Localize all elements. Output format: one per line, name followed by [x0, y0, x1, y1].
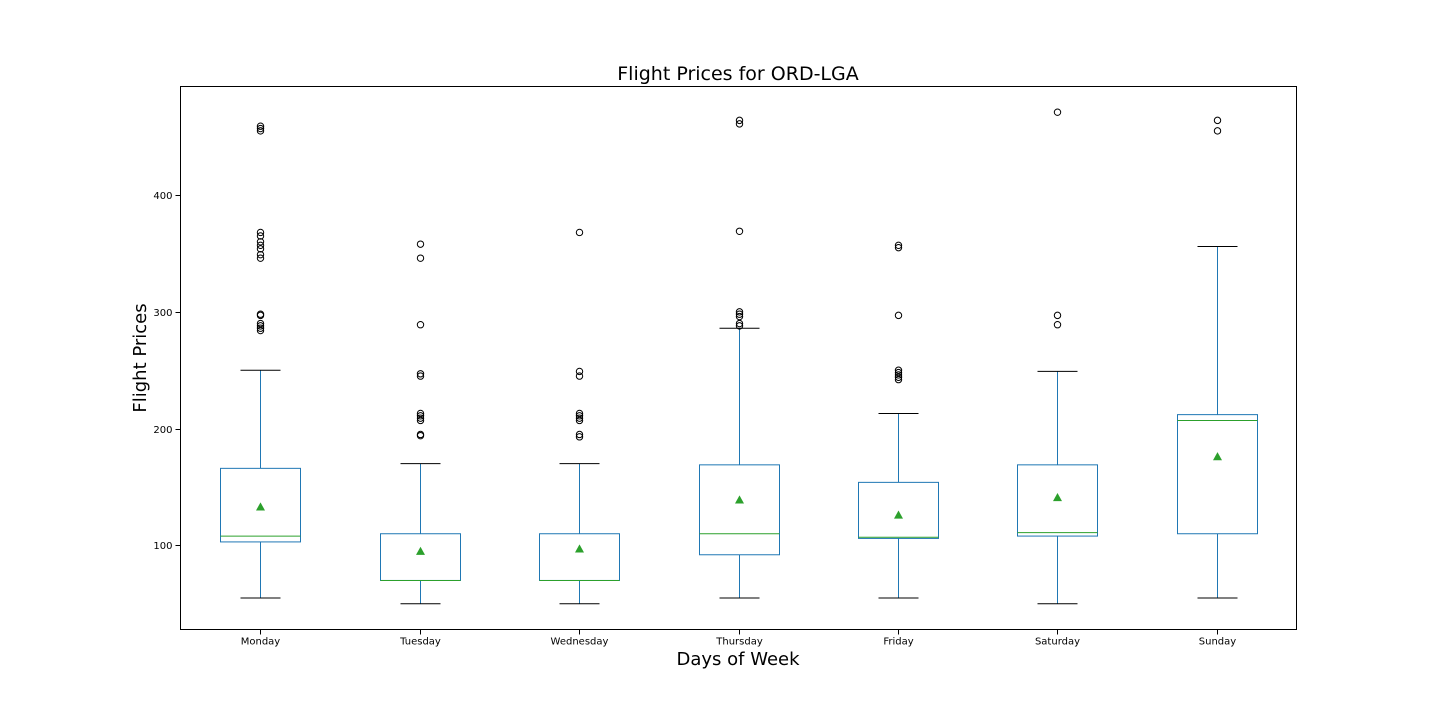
x-tick-label: Wednesday	[551, 637, 609, 648]
outlier-point	[416, 412, 425, 420]
outlier-point	[575, 433, 584, 441]
box-group-wednesday	[539, 228, 620, 605]
y-tick-label: 400	[153, 191, 172, 202]
outlier-point	[1213, 127, 1222, 135]
y-tick-label: 100	[153, 541, 172, 552]
outlier-point	[575, 409, 584, 418]
iqr-box	[220, 467, 301, 543]
outlier-point	[735, 116, 744, 125]
outlier-point	[575, 416, 584, 425]
outlier-point	[575, 430, 584, 439]
outlier-point	[894, 375, 903, 384]
outlier-point	[256, 322, 265, 330]
outlier-point	[256, 326, 265, 335]
y-axis-label: Flight Prices	[130, 303, 151, 412]
x-tick-label: Thursday	[715, 637, 763, 648]
outlier-point	[894, 368, 903, 377]
y-tick-label: 300	[153, 308, 172, 319]
mean-marker	[256, 502, 265, 511]
outlier-point	[256, 127, 265, 135]
outlier-point	[894, 241, 903, 250]
outlier-point	[256, 232, 265, 240]
iqr-box	[1177, 414, 1258, 535]
iqr-box	[380, 533, 461, 581]
box-group-sunday	[1177, 116, 1258, 599]
outlier-point	[575, 367, 584, 376]
outlier-point	[416, 372, 425, 380]
x-axis-label: Days of Week	[676, 649, 800, 670]
mean-marker	[575, 544, 584, 553]
x-axis: Monday Tuesday Wednesday Thursday Friday Satu…	[241, 629, 1236, 648]
outlier-point	[256, 238, 265, 246]
outlier-point	[894, 371, 903, 379]
outlier-point	[894, 373, 903, 381]
outlier-point	[1053, 108, 1062, 116]
outlier-point	[1053, 311, 1062, 320]
outlier-point	[416, 321, 425, 329]
box-group-thursday	[699, 116, 780, 599]
mean-marker	[416, 546, 425, 555]
outlier-point	[416, 414, 425, 422]
outlier-point	[1213, 116, 1222, 125]
outlier-point	[256, 324, 265, 332]
mean-marker	[1053, 493, 1062, 502]
iqr-box	[858, 481, 939, 539]
plot-frame	[180, 86, 1297, 630]
chart-title: Flight Prices for ORD-LGA	[617, 63, 858, 85]
outlier-point	[416, 240, 425, 248]
outlier-point	[256, 319, 265, 328]
outlier-point	[416, 254, 425, 262]
outlier-point	[256, 122, 265, 130]
outlier-point	[256, 311, 265, 320]
outlier-point	[416, 370, 425, 378]
box-group-tuesday	[380, 240, 461, 605]
outlier-point	[735, 227, 744, 236]
mean-marker	[1213, 452, 1222, 461]
outlier-point	[575, 412, 584, 420]
mean-marker	[735, 495, 744, 504]
outlier-point	[416, 409, 425, 418]
x-tick-label: Saturday	[1035, 637, 1080, 648]
plot-area	[220, 108, 1258, 605]
outlier-point	[894, 366, 903, 374]
mean-marker	[894, 510, 903, 519]
outlier-point	[735, 120, 744, 128]
iqr-box	[699, 464, 780, 556]
outlier-point	[735, 322, 744, 330]
outlier-point	[256, 241, 265, 250]
outlier-point	[735, 319, 744, 328]
outlier-point	[256, 254, 265, 262]
outlier-point	[575, 372, 584, 380]
y-axis: 100 200 300 400	[153, 191, 181, 552]
outlier-point	[894, 243, 903, 252]
outlier-point	[735, 308, 744, 316]
box-group-saturday	[1017, 108, 1098, 605]
outlier-point	[256, 245, 265, 253]
outlier-point	[416, 416, 425, 425]
box-group-friday	[858, 241, 939, 599]
outlier-point	[1053, 321, 1062, 329]
x-tick-label: Monday	[241, 637, 281, 648]
box-group-monday	[220, 122, 301, 599]
iqr-box	[1017, 464, 1098, 537]
x-tick-label: Sunday	[1199, 637, 1236, 648]
outlier-point	[735, 310, 744, 318]
outlier-point	[575, 228, 584, 237]
x-tick-label: Friday	[883, 637, 913, 648]
outlier-point	[256, 124, 265, 133]
outlier-point	[735, 312, 744, 321]
outlier-point	[256, 250, 265, 259]
outlier-point	[256, 228, 265, 237]
iqr-box	[539, 533, 620, 581]
y-tick-label: 200	[153, 425, 172, 436]
outlier-point	[894, 311, 903, 320]
x-tick-label: Tuesday	[399, 637, 441, 648]
outlier-point	[575, 414, 584, 422]
outlier-point	[416, 431, 425, 440]
